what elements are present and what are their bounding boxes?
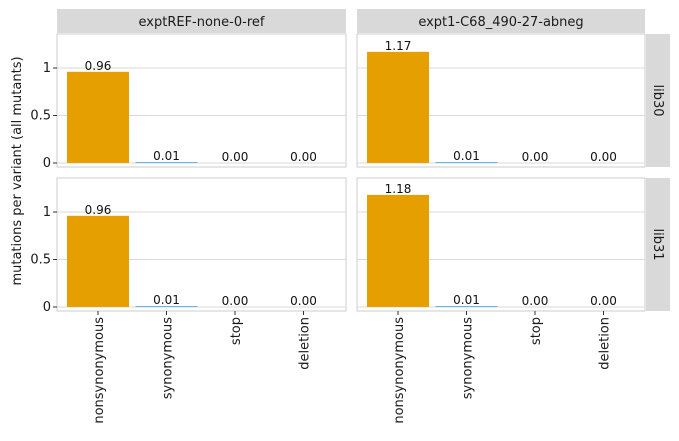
bar-value-label: 0.01 (153, 149, 180, 163)
x-tick-label: deletion (598, 317, 613, 370)
bar-value-label: 0.01 (453, 149, 480, 163)
bar-nonsynonymous (367, 52, 429, 163)
bar-value-label: 1.17 (385, 39, 412, 53)
bar-value-label: 0.00 (590, 294, 617, 308)
bar-value-label: 0.00 (522, 150, 549, 164)
facet-strip-column-label: expt1-C68_490-27-abneg (418, 15, 583, 30)
bar-value-label: 0.01 (153, 293, 180, 307)
x-tick-label: synonymous (461, 317, 476, 399)
bar-nonsynonymous (67, 72, 129, 163)
x-tick-label: synonymous (161, 317, 176, 399)
y-tick-label: 0.5 (30, 253, 51, 268)
bar-value-label: 0.96 (85, 59, 112, 73)
x-tick-label: nonsynonymous (92, 317, 107, 424)
bar-value-label: 0.00 (290, 294, 317, 308)
bar-value-label: 0.00 (222, 294, 249, 308)
bar-value-label: 0.96 (85, 203, 112, 217)
x-tick-label: nonsynonymous (392, 317, 407, 424)
x-tick-label: deletion (298, 317, 313, 370)
x-tick-label: stop (529, 317, 544, 345)
bar-nonsynonymous (67, 216, 129, 307)
bar-value-label: 1.18 (385, 182, 412, 196)
y-tick-label: 0.5 (30, 109, 51, 124)
facet-strip-column-label: exptREF-none-0-ref (139, 15, 265, 30)
bar-value-label: 0.00 (522, 294, 549, 308)
bar-value-label: 0.00 (222, 150, 249, 164)
y-tick-label: 0 (43, 300, 51, 315)
x-tick-label: stop (229, 317, 244, 345)
bar-value-label: 0.00 (290, 150, 317, 164)
facet-strip-row-label: lib30 (650, 84, 665, 116)
y-tick-label: 0 (43, 156, 51, 171)
y-axis-title: mutations per variant (all mutants) (10, 56, 25, 285)
y-tick-label: 1 (43, 205, 51, 220)
bar-value-label: 0.00 (590, 150, 617, 164)
facet-strip-row-label: lib31 (650, 228, 665, 260)
bar-value-label: 0.01 (453, 293, 480, 307)
y-tick-label: 1 (43, 61, 51, 76)
bar-nonsynonymous (367, 195, 429, 307)
